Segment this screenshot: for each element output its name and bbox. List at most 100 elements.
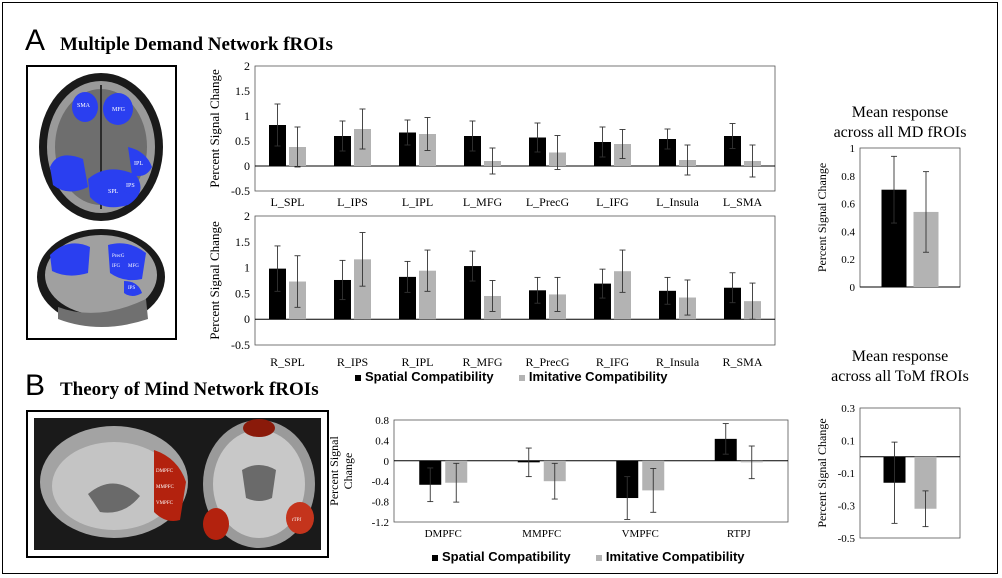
panel-b-title: Theory of Mind Network fROIs <box>60 379 319 400</box>
y-tick-label: -0.5 <box>231 184 250 198</box>
tom-brain-image: DMPFC MMPFC VMPFC rTPJ <box>26 410 329 558</box>
bar <box>354 259 371 320</box>
bar <box>399 132 416 166</box>
bar <box>399 276 416 320</box>
plot-area <box>393 419 789 523</box>
y-axis-label: Percent Signal Change <box>815 418 829 527</box>
category-label: R_PrecG <box>526 355 570 369</box>
y-tick-label: -0.4 <box>372 476 390 488</box>
y-axis-label: Percent Signal Change <box>815 163 829 272</box>
tom-legend: Spatial Compatibility Imitative Compatib… <box>432 549 745 564</box>
y-tick-label: -0.5 <box>838 533 856 545</box>
category-label: L_Insula <box>656 195 699 209</box>
category-label: R_MFG <box>462 355 502 369</box>
legend-spatial-label: Spatial Compatibility <box>442 549 571 564</box>
plot-area <box>254 215 776 346</box>
tom-bar-chart: 0.8 0.4 0 -0.4 -0.8 -1.2 DMPFC MMPFC VMPFC RTPJ Pe… <box>327 415 789 540</box>
y-tick-label: -0.8 <box>372 497 390 509</box>
md-sag-label: IPS <box>128 286 135 291</box>
category-label: L_MFG <box>463 195 503 209</box>
panel-a-letter: A <box>25 24 46 57</box>
y-axis-label: Percent Signal Change <box>207 221 222 340</box>
y-axis-label: Percent Signal Change <box>207 69 222 188</box>
md-sagittal-brain-icon <box>37 229 165 327</box>
bar <box>529 290 546 320</box>
tom-sag-label: MMPFC <box>156 485 174 490</box>
y-tick-label: 0 <box>850 282 856 294</box>
y-tick-label: 0.6 <box>841 199 855 211</box>
y-axis-label: Percent Signal <box>327 436 341 506</box>
y-tick-label: 1 <box>850 143 856 155</box>
category-label: RTPJ <box>727 528 752 540</box>
legend-spatial-label: Spatial Compatibility <box>365 369 494 384</box>
panel-b-letter: B <box>25 369 46 402</box>
tom-mean-title: Mean response across all ToM fROIs <box>820 347 980 387</box>
y-tick-label: 0.8 <box>841 171 855 183</box>
category-label: L_IFG <box>596 195 629 209</box>
bar <box>464 266 481 320</box>
y-tick-label: 1.5 <box>235 235 250 249</box>
bar <box>659 290 676 320</box>
bar <box>614 271 631 320</box>
y-tick-label: 0.4 <box>375 435 389 447</box>
md-legend: Spatial Compatibility Imitative Compatib… <box>355 369 668 384</box>
md-mean-title-line2: across all MD fROIs <box>833 124 967 141</box>
md-axial-label: IPS <box>126 183 135 189</box>
y-tick-label: 0.4 <box>841 226 855 238</box>
bar <box>724 287 741 320</box>
bar <box>269 268 286 320</box>
tom-axial-brain-icon <box>203 419 315 548</box>
tom-mean-title-line2: across all ToM fROIs <box>831 368 969 385</box>
tom-sagittal-brain-icon <box>40 426 188 538</box>
md-sag-label: PrecG <box>112 254 125 259</box>
y-tick-label: 1 <box>244 109 250 123</box>
y-axis-label: Change <box>341 453 355 490</box>
tom-mean-bar-chart: 0.3 0.1 -0.1 -0.3 -0.5 Percent Signal Change <box>815 403 961 545</box>
tom-sag-label: VMPFC <box>156 501 174 506</box>
plot-area <box>254 65 776 192</box>
md-brain-image: SMA MFG IPL IPS SPL PrecG IFG MFG IPS <box>26 65 177 340</box>
bar <box>914 456 937 509</box>
category-label: MMPFC <box>522 528 561 540</box>
y-tick-label: 1 <box>244 261 250 275</box>
category-label: R_SMA <box>722 355 762 369</box>
tom-sag-label: DMPFC <box>156 469 174 474</box>
tom-axial-label: rTPJ <box>292 518 302 523</box>
legend-spatial-swatch <box>432 554 438 561</box>
plot-area <box>859 147 961 288</box>
y-tick-label: 0.8 <box>375 415 389 427</box>
legend-imitative-label: Imitative Compatibility <box>605 549 745 564</box>
md-mean-title-line1: Mean response <box>851 104 949 121</box>
category-label: R_Insula <box>656 355 700 369</box>
category-label: L_SMA <box>723 195 763 209</box>
category-label: L_IPS <box>337 195 368 209</box>
category-label: R_IPS <box>337 355 368 369</box>
md-right-bar-chart: -0.5 0 0.5 1 1.5 2 R_SPL R_IPS R_IPL R_MFG R_PrecG… <box>207 212 776 369</box>
y-tick-label: 0.1 <box>841 436 855 448</box>
md-sag-label: MFG <box>128 264 139 269</box>
md-axial-label: SMA <box>77 103 91 109</box>
bar <box>659 139 676 166</box>
category-label: R_SPL <box>270 355 305 369</box>
panel-a-title: Multiple Demand Network fROIs <box>60 34 333 55</box>
md-axial-label: SPL <box>108 189 119 195</box>
y-tick-label: 0.2 <box>841 254 855 266</box>
legend-imitative-swatch <box>518 374 525 381</box>
category-label: R_IFG <box>596 355 630 369</box>
y-tick-label: -0.3 <box>838 501 856 513</box>
y-tick-label: 0 <box>244 312 250 326</box>
md-mean-bar-chart: 0 0.2 0.4 0.6 0.8 1 Percent Signal Change <box>815 143 961 294</box>
legend-imitative-swatch <box>595 554 602 561</box>
y-tick-label: 0.5 <box>235 286 250 300</box>
md-mean-title: Mean response across all MD fROIs <box>820 103 980 143</box>
bar <box>724 136 741 166</box>
y-tick-label: 2 <box>244 62 250 73</box>
category-label: L_PrecG <box>526 195 570 209</box>
md-axial-label: MFG <box>112 107 126 113</box>
category-label: L_IPL <box>402 195 433 209</box>
y-tick-label: 2 <box>244 212 250 223</box>
tom-mean-title-line1: Mean response <box>851 348 949 365</box>
md-axial-brain-icon <box>39 73 163 221</box>
y-tick-label: 0.5 <box>235 134 250 148</box>
